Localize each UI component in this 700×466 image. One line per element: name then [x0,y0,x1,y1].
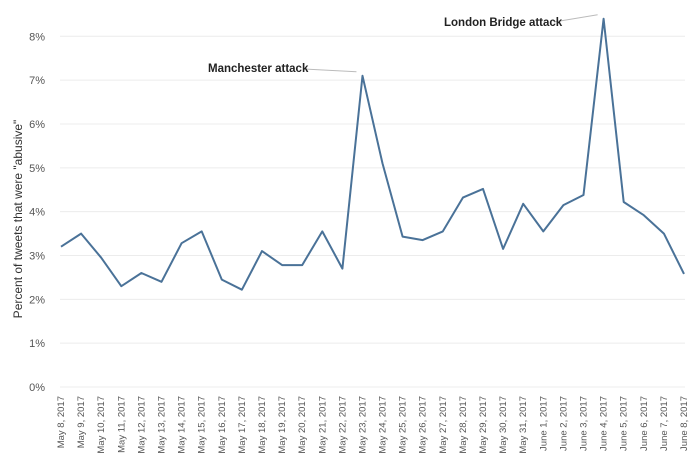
x-tick-label: May 25, 2017 [398,396,409,454]
x-tick-label: May 27, 2017 [438,396,449,454]
series-layer [60,17,685,291]
x-tick-label: May 19, 2017 [277,396,288,454]
x-tick-label: May 14, 2017 [177,396,188,454]
annotations: Manchester attack London Bridge attack [208,14,598,75]
x-tick-label: June 4, 2017 [599,396,610,451]
y-tick-label: 2% [29,294,45,306]
y-tick-label: 7% [29,75,45,87]
x-tick-label: June 1, 2017 [538,396,549,451]
x-tick-label: May 10, 2017 [96,396,107,454]
x-tick-label: June 3, 2017 [579,396,590,451]
x-tick-label: May 16, 2017 [217,396,228,454]
y-axis-label: Percent of tweets that were "abusive" [11,120,25,319]
y-axis-ticks: 0% 1% 2% 3% 4% 5% 6% 7% 8% [29,31,45,394]
x-tick-label: May 9, 2017 [76,396,87,448]
x-tick-label: May 24, 2017 [378,396,389,454]
y-tick-label: 0% [29,382,45,394]
y-tick-label: 4% [29,207,45,219]
x-tick-label: June 2, 2017 [558,396,569,451]
x-tick-label: May 21, 2017 [317,396,328,454]
y-tick-label: 3% [29,250,45,262]
y-tick-label: 1% [29,338,45,350]
x-tick-label: May 15, 2017 [197,396,208,454]
y-tick-label: 6% [29,119,45,131]
annotation-leader [303,68,357,73]
x-tick-label: June 5, 2017 [619,396,630,451]
x-tick-label: May 22, 2017 [337,396,348,454]
x-tick-label: May 28, 2017 [458,396,469,454]
x-tick-label: May 23, 2017 [357,396,368,454]
x-tick-label: May 11, 2017 [116,396,127,453]
x-tick-label: May 20, 2017 [297,396,308,454]
x-tick-label: May 30, 2017 [498,396,509,454]
x-tick-label: June 6, 2017 [639,396,650,451]
annotation-label: London Bridge attack [444,17,563,29]
x-tick-label: May 31, 2017 [518,396,529,454]
y-tick-label: 8% [29,31,45,43]
x-tick-label: May 13, 2017 [156,396,167,454]
x-tick-label: May 29, 2017 [478,396,489,454]
y-tick-label: 5% [29,163,45,175]
x-tick-label: June 8, 2017 [679,396,690,451]
annotation-label: Manchester attack [208,63,309,75]
x-tick-label: May 26, 2017 [418,396,429,454]
x-tick-label: May 12, 2017 [136,396,147,454]
x-tick-label: May 18, 2017 [257,396,268,454]
gridlines [60,35,685,388]
x-tick-label: May 8, 2017 [56,396,67,448]
x-tick-label: May 17, 2017 [237,396,248,454]
x-axis-ticks: May 8, 2017 May 9, 2017 May 10, 2017 May 11… [56,396,690,454]
annotation-leader [553,14,598,23]
series-line [60,17,685,291]
x-tick-label: June 7, 2017 [659,396,670,451]
